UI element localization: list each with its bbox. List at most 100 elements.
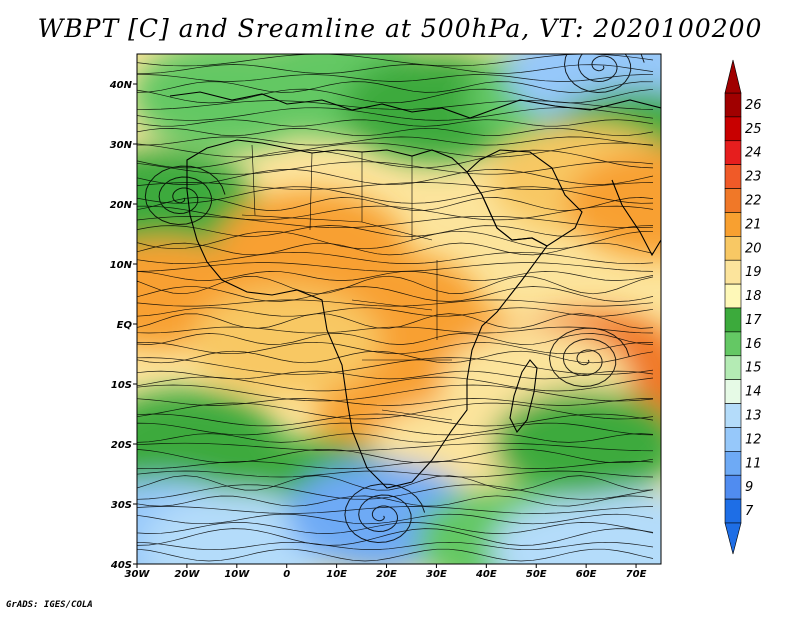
streamline	[137, 442, 654, 452]
streamline	[137, 119, 654, 127]
vortex-0	[144, 165, 226, 226]
lon-tick-label: 10W	[224, 569, 250, 580]
colorbar-label-12: 12	[745, 432, 762, 447]
map-area[interactable]	[67, 17, 756, 607]
vortex-2	[344, 483, 426, 544]
colorbar: 26 25 24 23 22 21 20 19 18 17 16 15 14 13 12 11 9 7	[724, 59, 762, 555]
streamline	[137, 313, 654, 329]
map-frame	[136, 53, 662, 565]
grads-credit: GrADS: IGES/COLA	[6, 600, 93, 610]
colorbar-label-24: 24	[745, 146, 762, 161]
colorbar-label-19: 19	[745, 265, 762, 280]
arabia-coastline	[466, 149, 583, 247]
streamline	[137, 307, 654, 317]
longitude-axis: 30W 20W 10W 0 10E 20E 30E 40E 50E 60E 70E	[125, 564, 647, 580]
border-lines	[241, 144, 453, 421]
streamline	[137, 286, 654, 302]
colorbar-label-18: 18	[745, 289, 762, 304]
field-blob-20	[491, 389, 661, 499]
colorbar-swatch-12	[724, 427, 742, 452]
streamline	[137, 484, 654, 500]
streamline	[137, 205, 654, 221]
colorbar-swatch-19	[724, 259, 742, 285]
streamline	[137, 142, 654, 158]
lon-tick-label: 50E	[526, 569, 547, 580]
colorbar-swatch-11	[724, 451, 742, 476]
lon-tick-label: 20E	[376, 569, 397, 580]
colorbar-label-13: 13	[745, 409, 762, 424]
streamline	[137, 271, 654, 281]
streamline	[137, 275, 654, 295]
streamlines	[137, 54, 654, 562]
europe-coastline	[169, 91, 661, 119]
colorbar-swatch-16	[724, 331, 742, 357]
streamline	[137, 495, 654, 507]
colorbar-top-arrow	[724, 59, 742, 94]
streamline	[137, 242, 654, 256]
streamline	[137, 54, 654, 67]
colorbar-label-9: 9	[745, 480, 753, 495]
colorbar-label-23: 23	[745, 170, 762, 185]
lon-tick-label: 30E	[426, 569, 447, 580]
streamline	[137, 513, 654, 525]
lon-tick-label: 40E	[475, 569, 497, 580]
streamline	[137, 413, 654, 427]
field-blob-8	[566, 149, 661, 259]
chart-title: WBPT [C] and Sreamline at 500hPa, VT: 20…	[37, 14, 763, 43]
streamline	[137, 522, 654, 534]
streamline	[137, 100, 654, 110]
streamline	[137, 136, 654, 146]
colorbar-swatch-9	[724, 474, 742, 500]
lat-tick-label: 20S	[111, 440, 132, 451]
colorbar-label-26: 26	[745, 98, 762, 113]
colorbar-swatch-25	[724, 116, 742, 142]
colorbar-label-21: 21	[745, 217, 762, 232]
streamline	[137, 74, 654, 82]
streamline	[137, 384, 654, 402]
streamline	[137, 398, 654, 406]
lon-tick-label: 10E	[326, 569, 347, 580]
colorbar-label-14: 14	[745, 385, 762, 400]
lon-tick-label: 70E	[626, 569, 647, 580]
colorbar-swatch-14	[724, 379, 742, 404]
coastlines	[169, 91, 661, 489]
colorbar-label-7: 7	[745, 504, 754, 519]
streamline	[137, 81, 654, 93]
colorbar-swatch-20	[724, 236, 742, 261]
colorbar-label-17: 17	[745, 313, 762, 328]
streamline	[137, 225, 654, 237]
field-blob-16	[191, 287, 382, 397]
streamline	[137, 299, 654, 307]
streamline	[137, 350, 654, 364]
india-coastline	[611, 179, 661, 257]
colorbar-swatch-22	[724, 188, 742, 213]
colorbar-swatch-15	[724, 355, 742, 380]
lon-tick-label: 30W	[125, 569, 151, 580]
lat-tick-label: EQ	[117, 320, 133, 331]
vortex-3	[548, 327, 630, 388]
streamline	[137, 433, 654, 443]
colorbar-swatch-18	[724, 283, 742, 309]
vortex-1	[563, 54, 645, 94]
lat-tick-label: 10N	[110, 260, 133, 271]
streamline	[137, 341, 653, 355]
streamline	[137, 262, 654, 272]
streamline	[137, 169, 654, 185]
lon-tick-label: 20W	[174, 569, 200, 580]
colorbar-label-11: 11	[745, 456, 762, 471]
field-blob-23	[141, 491, 332, 564]
lat-tick-label: 10S	[111, 380, 132, 391]
streamline	[137, 127, 654, 137]
streamline	[137, 186, 654, 204]
streamline	[137, 422, 654, 436]
colorbar-label-15: 15	[745, 361, 762, 376]
streamline	[137, 326, 654, 334]
colorbar-swatch-21	[724, 212, 742, 237]
colorbar-bottom-arrow	[724, 522, 742, 555]
streamline	[137, 448, 654, 464]
streamline	[137, 215, 654, 229]
streamline	[137, 541, 654, 551]
colorbar-swatch-17	[724, 307, 742, 333]
colorbar-swatch-7	[724, 498, 742, 524]
